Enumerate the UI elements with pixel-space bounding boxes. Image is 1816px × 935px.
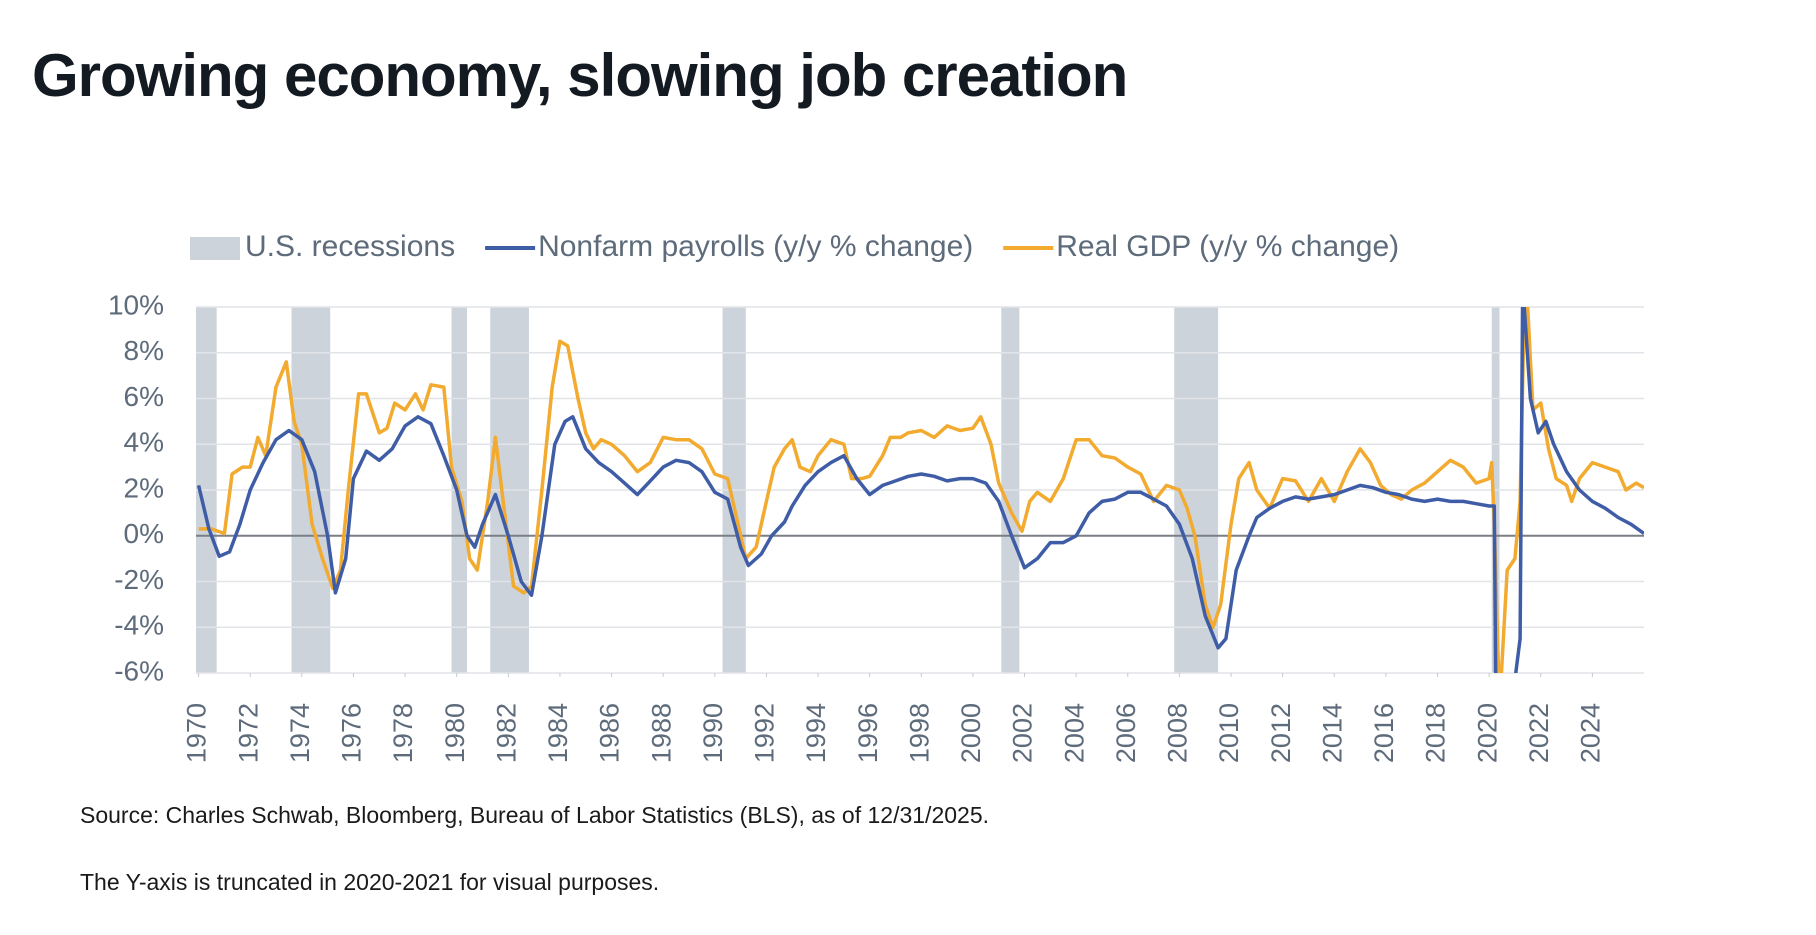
chart-title: Growing economy, slowing job creation bbox=[32, 42, 1127, 109]
x-tick-label: 2014 bbox=[1317, 703, 1347, 763]
x-tick-label: 2018 bbox=[1421, 703, 1451, 763]
x-tick-label: 2004 bbox=[1059, 703, 1089, 763]
y-tick-label: -4% bbox=[114, 610, 164, 641]
x-tick-label: 1974 bbox=[285, 703, 315, 763]
x-tick-label: 2016 bbox=[1369, 703, 1399, 763]
x-tick-label: 2012 bbox=[1266, 703, 1296, 763]
x-tick-label: 1982 bbox=[491, 703, 521, 763]
x-tick-label: 1996 bbox=[853, 703, 883, 763]
x-tick-label: 2020 bbox=[1472, 703, 1502, 763]
y-tick-label: 10% bbox=[108, 289, 164, 320]
source-note: Source: Charles Schwab, Bloomberg, Burea… bbox=[80, 802, 989, 828]
x-tick-label: 2000 bbox=[956, 703, 986, 763]
x-tick-label: 1998 bbox=[904, 703, 934, 763]
x-tick-label: 1988 bbox=[646, 703, 676, 763]
y-tick-label: 4% bbox=[124, 427, 164, 458]
legend-swatch bbox=[190, 237, 240, 260]
x-tick-label: 2010 bbox=[1214, 703, 1244, 763]
x-tick-label: 1984 bbox=[543, 703, 573, 763]
y-tick-label: 8% bbox=[124, 335, 164, 366]
x-tick-label: 1980 bbox=[440, 703, 470, 763]
legend-label: Nonfarm payrolls (y/y % change) bbox=[538, 230, 973, 263]
x-tick-label: 1978 bbox=[388, 703, 418, 763]
x-tick-label: 2002 bbox=[1008, 703, 1038, 763]
x-tick-label: 1976 bbox=[337, 703, 367, 763]
x-tick-label: 2024 bbox=[1576, 703, 1606, 763]
y-tick-label: -6% bbox=[114, 655, 164, 686]
y-tick-label: 0% bbox=[124, 518, 164, 549]
y-tick-label: -2% bbox=[114, 564, 164, 595]
axis-note: The Y-axis is truncated in 2020-2021 for… bbox=[80, 869, 659, 895]
x-tick-label: 1992 bbox=[750, 703, 780, 763]
x-tick-label: 1970 bbox=[182, 703, 212, 763]
x-tick-label: 1972 bbox=[233, 703, 263, 763]
series-line bbox=[198, 307, 1644, 673]
y-tick-label: 6% bbox=[124, 381, 164, 412]
x-tick-label: 1990 bbox=[698, 703, 728, 763]
x-tick-label: 2022 bbox=[1524, 703, 1554, 763]
x-tick-label: 1994 bbox=[801, 703, 831, 763]
legend-label: U.S. recessions bbox=[245, 230, 455, 263]
series-line bbox=[196, 307, 1644, 673]
legend-label: Real GDP (y/y % change) bbox=[1056, 230, 1399, 263]
y-tick-label: 2% bbox=[124, 472, 164, 503]
x-tick-label: 2006 bbox=[1111, 703, 1141, 763]
x-tick-label: 1986 bbox=[595, 703, 625, 763]
x-tick-label: 2008 bbox=[1163, 703, 1193, 763]
